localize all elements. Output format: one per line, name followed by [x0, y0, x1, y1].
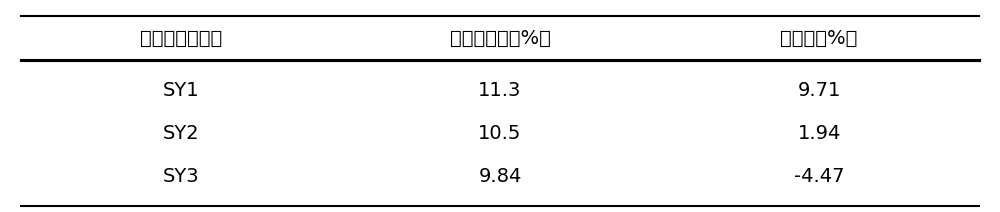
Text: SY1: SY1: [163, 81, 199, 100]
Text: 菌株编号和对照: 菌株编号和对照: [140, 28, 222, 47]
Text: 9.71: 9.71: [797, 81, 841, 100]
Text: -4.47: -4.47: [794, 167, 844, 186]
Text: 11.3: 11.3: [478, 81, 522, 100]
Text: 提高率（%）: 提高率（%）: [780, 28, 858, 47]
Text: SY3: SY3: [163, 167, 199, 186]
Text: 9.84: 9.84: [478, 167, 522, 186]
Text: 10.5: 10.5: [478, 124, 522, 143]
Text: 1.94: 1.94: [797, 124, 841, 143]
Text: 多糖取收率（%）: 多糖取收率（%）: [450, 28, 550, 47]
Text: SY2: SY2: [163, 124, 199, 143]
